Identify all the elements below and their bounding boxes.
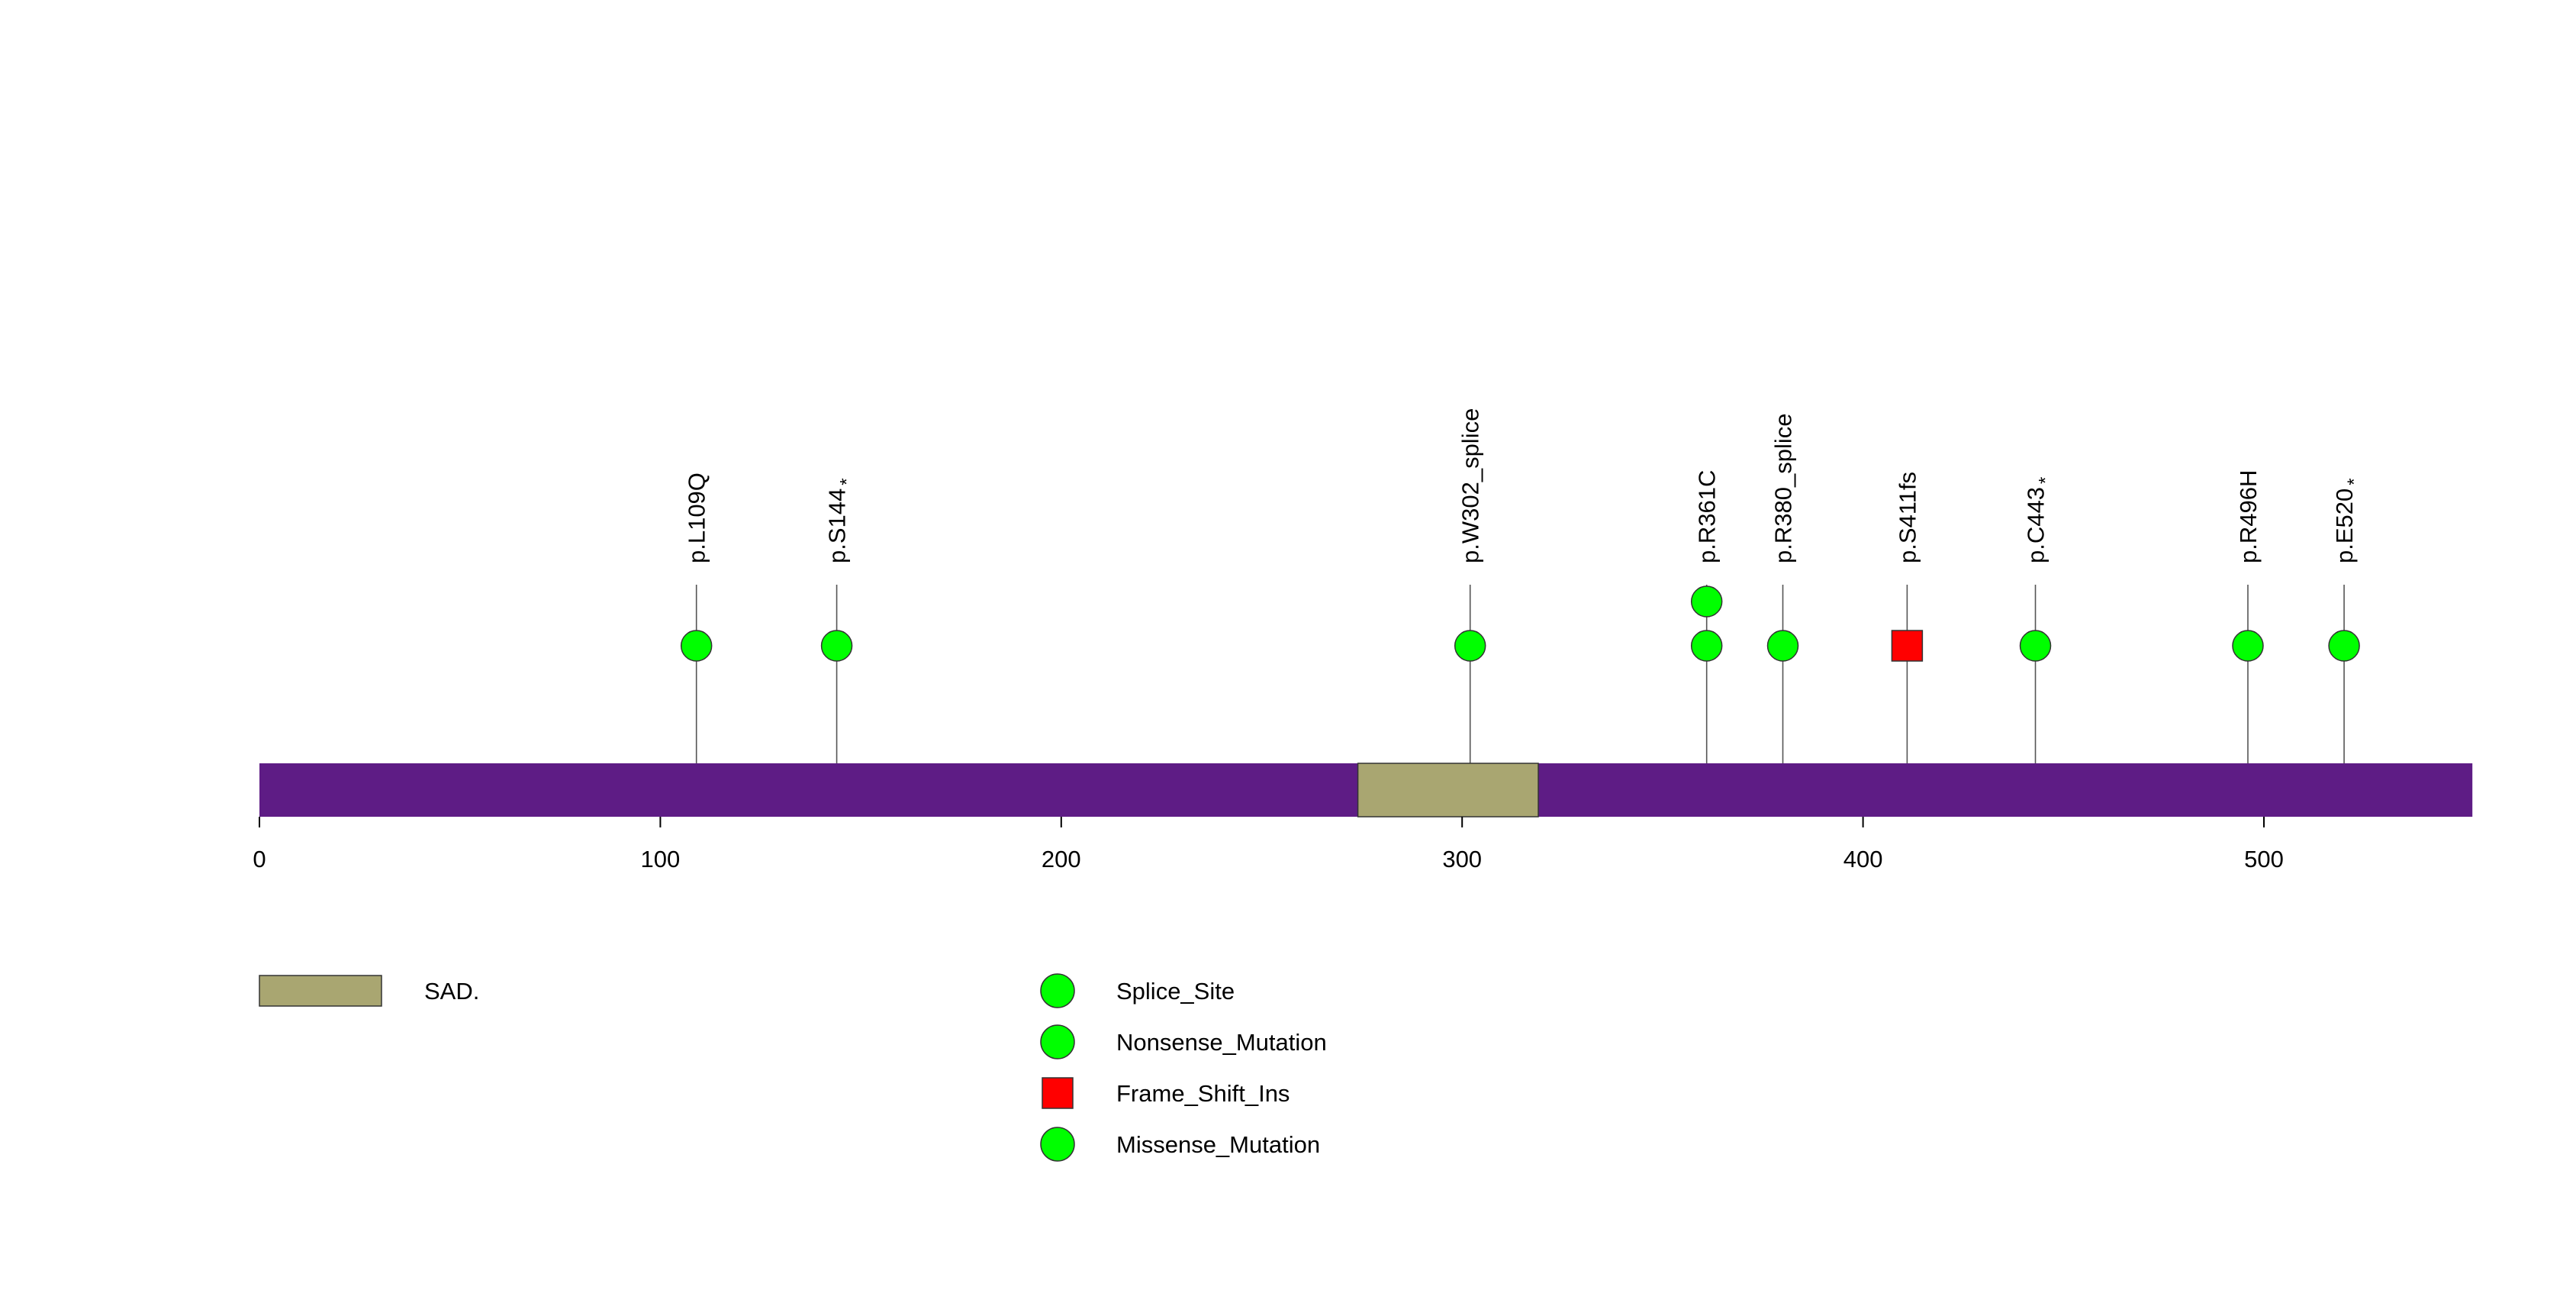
mutation-labels: p.L109Q p.S144* p.W302_splice p.R361C p.R380… [684, 408, 2365, 563]
marker-p-r361c-1 [1690, 630, 1723, 662]
mutation-label-p-w302-splice: p.W302_splice [1457, 408, 1484, 563]
axis-tick-label-500: 500 [2244, 846, 2284, 872]
legend-marker-missense-mutation [1040, 1127, 1075, 1162]
star-symbol: * [837, 478, 858, 485]
domain-sad [1357, 763, 1539, 818]
marker-p-s411fs-1 [1891, 630, 1924, 662]
marker-p-r380-splice-1 [1766, 630, 1799, 662]
mutation-label-p-c443: p.C443* [2023, 477, 2056, 563]
mutation-label-p-r496h: p.R496H [2235, 470, 2262, 563]
axis-tick-label-100: 100 [641, 846, 681, 872]
protein-track [259, 763, 2473, 818]
legend-label-missense-mutation: Missense_Mutation [1116, 1131, 1320, 1158]
marker-p-l109q-1 [680, 630, 713, 662]
marker-p-r496h-1 [2232, 630, 2264, 662]
x-axis: 0 100 200 300 400 500 [253, 817, 2284, 872]
axis-tick-label-400: 400 [1843, 846, 1883, 872]
legend-domain-swatch [259, 975, 382, 1007]
legend-marker-splice-site [1040, 973, 1075, 1008]
marker-p-e520-1 [2328, 630, 2360, 662]
axis-tick-label-300: 300 [1442, 846, 1482, 872]
marker-p-s144-1 [820, 630, 853, 662]
legend-label-frame-shift-ins: Frame_Shift_Ins [1116, 1080, 1290, 1107]
mutation-label-p-s411fs: p.S411fs [1894, 472, 1921, 563]
marker-p-c443-1 [2019, 630, 2052, 662]
star-symbol: * [2344, 478, 2365, 485]
mutation-markers [680, 585, 2360, 662]
mutation-stems [695, 585, 2345, 817]
legend-label-splice-site: Splice_Site [1116, 978, 1235, 1005]
axis-tick-label-0: 0 [253, 846, 266, 872]
mutation-label-p-r380-splice: p.R380_splice [1770, 414, 1797, 563]
axis-tick-label-200: 200 [1042, 846, 1081, 872]
mutation-label-p-e520: p.E520* [2331, 478, 2365, 563]
legend: SAD. Splice_Site Nonsense_Mutation Frame_Sh… [259, 973, 1327, 1162]
marker-p-r361c-2 [1690, 585, 1723, 618]
mutation-label-p-s144: p.S144* [824, 478, 858, 563]
legend-domain-label: SAD. [424, 978, 479, 1005]
mutation-label-p-r361c: p.R361C [1694, 470, 1721, 563]
legend-label-nonsense-mutation: Nonsense_Mutation [1116, 1029, 1327, 1056]
legend-marker-nonsense-mutation [1040, 1024, 1075, 1059]
mutation-label-p-l109q: p.L109Q [684, 472, 710, 563]
marker-p-w302-splice-1 [1454, 630, 1486, 662]
legend-marker-frame-shift-ins [1042, 1077, 1074, 1109]
star-symbol: * [2036, 477, 2056, 484]
